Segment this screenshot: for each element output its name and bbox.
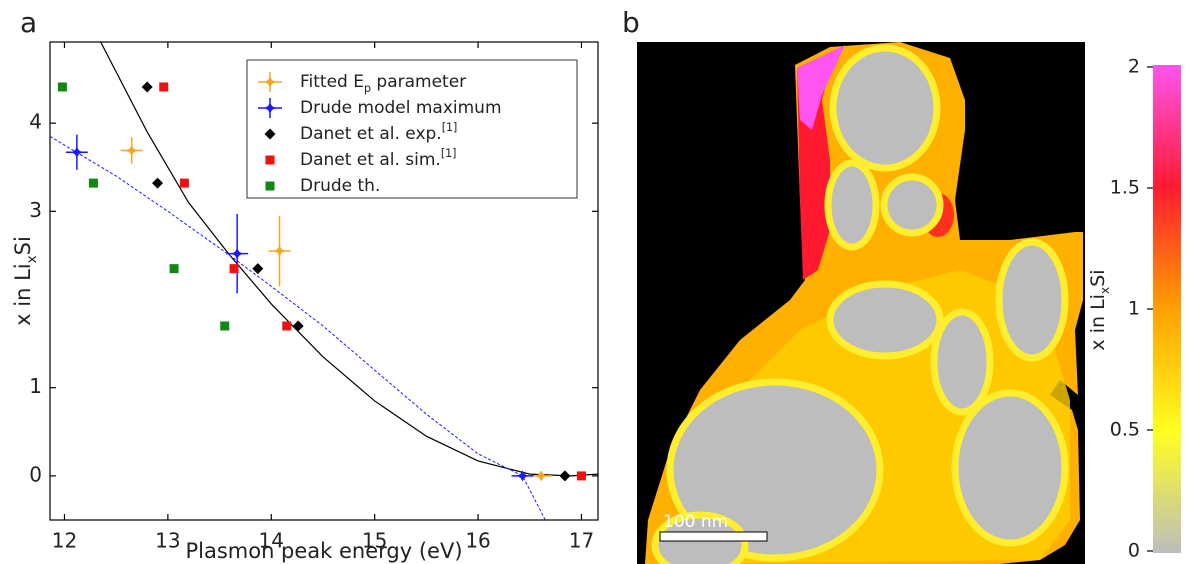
y-tick-label: 3 [29, 198, 42, 222]
legend-label: Fitted Ep parameter [300, 72, 466, 95]
marker [152, 177, 164, 189]
grain [930, 308, 994, 416]
marker [141, 81, 153, 93]
legend-label-part: parameter [371, 72, 466, 92]
colorbar [1153, 65, 1181, 553]
legend-marker [264, 76, 276, 88]
marker [169, 264, 179, 274]
legend-label: Drude model maximum [300, 98, 502, 118]
marker [71, 146, 83, 158]
colorbar-label: x in LixSi [1087, 269, 1112, 350]
marker [220, 321, 230, 331]
colorbar-label-part: x in Li [1087, 294, 1109, 351]
marker [559, 470, 571, 482]
marker [229, 264, 239, 274]
grain [995, 238, 1069, 362]
grain [829, 44, 941, 172]
legend-label-part: Danet et al. sim. [300, 150, 441, 170]
x-tick-label: 15 [362, 529, 387, 553]
marker [88, 178, 98, 188]
fit-curve [100, 42, 598, 477]
y-axis-label-part: x [24, 255, 40, 263]
legend-label-part: Danet et al. exp. [300, 124, 442, 144]
legend-marker [265, 155, 275, 165]
legend-label: Danet et al. sim.[1] [300, 147, 457, 171]
marker [292, 320, 304, 332]
marker [57, 82, 67, 92]
marker [535, 470, 547, 482]
legend-label-part: Fitted E [300, 72, 364, 92]
colorbar-label-part: Si [1087, 269, 1109, 286]
legend-label-part: [1] [441, 147, 457, 160]
legend-label-part: Drude th. [300, 176, 380, 196]
x-tick-label: 12 [52, 529, 77, 553]
colorbar-label-part: x [1098, 287, 1112, 294]
grain [951, 389, 1069, 547]
y-tick-label: 0 [29, 462, 42, 486]
x-tick-label: 17 [569, 529, 594, 553]
map [637, 42, 1085, 564]
legend-marker [264, 128, 276, 140]
marker [126, 144, 138, 156]
grain [666, 378, 884, 562]
fit-curve [50, 135, 546, 520]
colorbar-tick-label: 1 [1128, 298, 1140, 320]
colorbar-tick-label: 0 [1128, 540, 1140, 562]
y-tick-label: 1 [29, 374, 42, 398]
legend-box [246, 59, 578, 199]
grains [651, 44, 1069, 564]
x-axis-label: Plasmon peak energy (eV) [185, 539, 462, 563]
scale-bar-label: 100 nm [663, 512, 728, 532]
y-tick-label: 4 [29, 110, 42, 134]
legend-label-part: [1] [442, 121, 458, 134]
marker [159, 82, 169, 92]
marker [282, 321, 292, 331]
marker [231, 248, 243, 260]
legend-label-part: p [364, 82, 371, 95]
magenta-region [797, 45, 845, 130]
x-tick-label: 16 [465, 529, 490, 553]
panel-label: a [20, 6, 37, 39]
colorbar-tick-label: 1.5 [1110, 177, 1140, 199]
marker [274, 245, 286, 257]
y-axis-label-part: Si [11, 236, 35, 255]
legend-marker [264, 102, 276, 114]
marker [517, 470, 529, 482]
grain [826, 280, 944, 360]
grain [880, 173, 944, 237]
marker [252, 263, 264, 275]
panel-label: b [622, 6, 640, 39]
grain [824, 159, 880, 251]
y-axis-label: x in LixSi [11, 236, 40, 326]
plot-frame [49, 41, 599, 521]
scale-bar [659, 531, 768, 542]
marker [576, 471, 586, 481]
marker [179, 178, 189, 188]
legend-marker [265, 181, 275, 191]
x-tick-label: 14 [259, 529, 284, 553]
legend-label: Drude th. [300, 176, 380, 196]
colorbar-tick-label: 2 [1128, 56, 1140, 78]
x-tick-label: 13 [155, 529, 180, 553]
colorbar-tick-label: 0.5 [1110, 419, 1140, 441]
legend-label-part: Drude model maximum [300, 98, 502, 118]
y-axis-label-part: x in Li [11, 263, 35, 325]
legend-label: Danet et al. exp.[1] [300, 121, 457, 145]
